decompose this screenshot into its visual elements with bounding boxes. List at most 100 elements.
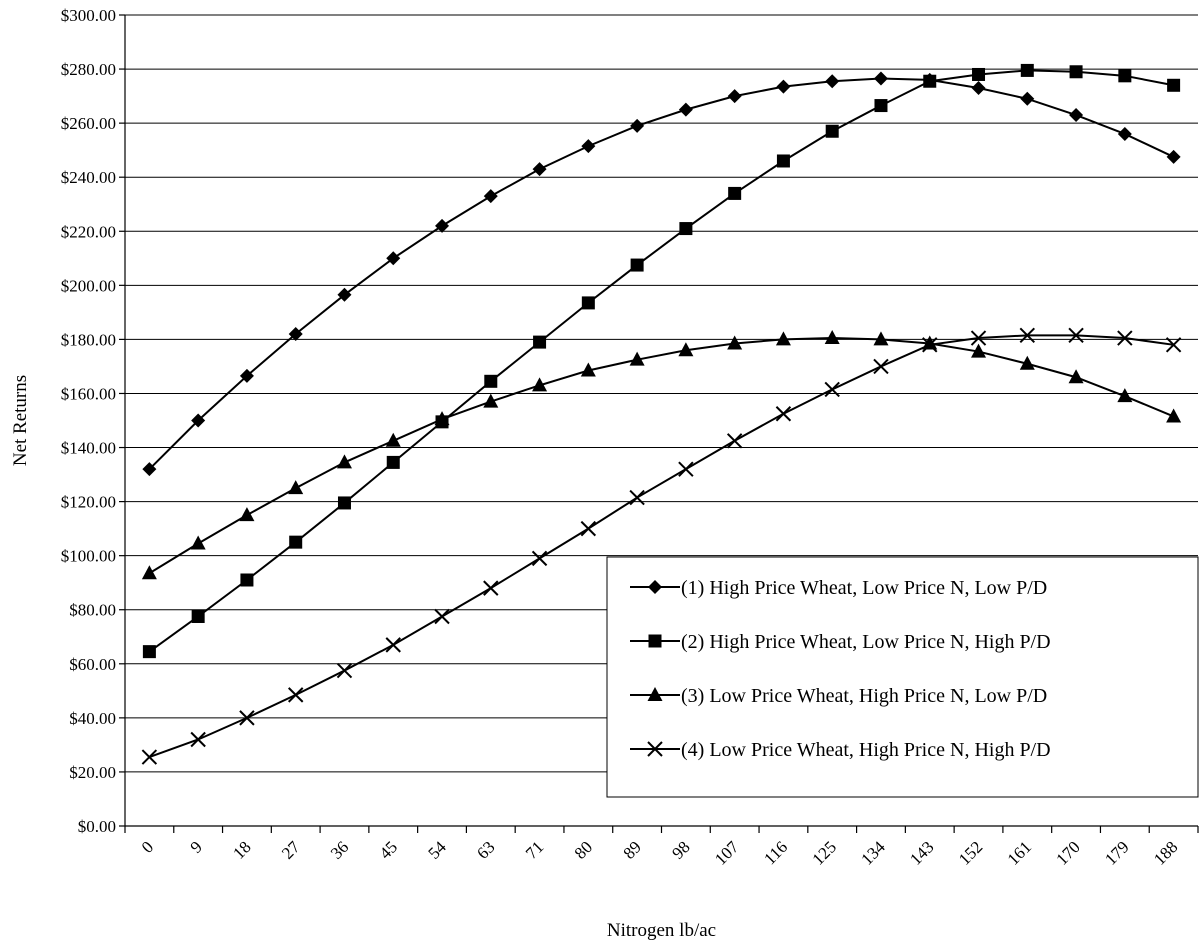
series-2-point <box>289 535 303 549</box>
legend-marker <box>648 634 662 648</box>
series-2-point <box>728 186 742 200</box>
x-tick-label: 179 <box>1101 837 1132 868</box>
series-1-point <box>1020 91 1035 106</box>
series-1-point <box>191 413 206 428</box>
y-tick-label: $60.00 <box>69 655 116 674</box>
x-tick-label: 54 <box>424 837 450 863</box>
series-1-point <box>1166 149 1181 164</box>
series-4-point <box>873 358 889 375</box>
y-tick-label: $300.00 <box>61 6 116 25</box>
series-1-point <box>873 71 888 86</box>
series-3-point <box>239 507 255 522</box>
series-1-point <box>630 118 645 133</box>
series-1-point <box>288 326 303 341</box>
y-tick-label: $260.00 <box>61 114 116 133</box>
series-4-point <box>1165 337 1182 353</box>
series-4 <box>141 327 1182 765</box>
series-3-point <box>336 454 352 469</box>
series-2-point <box>923 74 937 88</box>
axes: $0.00 $20.00 $40.00 $60.00 $80.00 $100.00 $120… <box>10 6 1199 941</box>
x-tick-label: 152 <box>955 837 986 868</box>
series-4-point <box>824 381 840 398</box>
series-3-point <box>873 331 889 346</box>
series-3-point <box>824 330 840 345</box>
series-2-point <box>1020 63 1034 77</box>
series-3-point <box>385 432 401 447</box>
series-2-point <box>776 154 790 168</box>
x-tick-label: 18 <box>229 837 254 862</box>
series-2-point <box>1118 69 1132 83</box>
x-tick-label: 161 <box>1004 837 1035 868</box>
series-2-point <box>533 335 547 349</box>
series-1-point <box>776 79 791 94</box>
series-3-point <box>580 362 596 377</box>
y-tick-label: $40.00 <box>69 709 116 728</box>
series-3-point <box>483 393 499 408</box>
series-2-point <box>337 496 351 510</box>
x-tick-label: 116 <box>760 837 791 868</box>
x-tick-label: 125 <box>809 837 840 868</box>
series-4-point <box>239 710 255 726</box>
series-4-point <box>434 608 450 625</box>
y-tick-label: $0.00 <box>78 817 116 836</box>
series-3-point <box>532 377 548 392</box>
series-1-point <box>1117 126 1132 141</box>
x-tick-label: 107 <box>711 837 743 869</box>
x-tick-label: 134 <box>857 837 889 869</box>
series-2-point <box>1167 78 1181 92</box>
legend-marker <box>647 741 663 757</box>
series-2-point <box>630 258 644 272</box>
series-1-point <box>727 89 742 104</box>
series-3-point <box>288 480 304 495</box>
x-tick-label: 170 <box>1052 837 1083 868</box>
series-3-point <box>629 351 645 366</box>
series-4-point <box>1019 327 1036 344</box>
x-tick-label: 143 <box>906 837 937 868</box>
series-4-point <box>385 637 401 653</box>
series-1-point <box>825 74 840 89</box>
legend-item: (4) Low Price Wheat, High Price N, High … <box>630 739 1051 761</box>
series-3-line <box>148 337 1174 575</box>
series-4-point <box>1068 327 1084 344</box>
legend-marker <box>647 687 663 701</box>
series-4-point <box>580 520 597 537</box>
series-2-point <box>240 573 254 587</box>
legend-label: (1) High Price Wheat, Low Price N, Low P… <box>681 577 1047 599</box>
series-1-line <box>148 77 1175 470</box>
series-2-point <box>191 609 205 623</box>
series-2-point <box>874 99 888 113</box>
series-3-point <box>141 565 157 580</box>
y-tick-label: $160.00 <box>61 384 116 403</box>
series-3-point <box>727 335 743 350</box>
series-4-point <box>970 330 987 346</box>
x-tick-label: 9 <box>187 837 206 856</box>
legend-item: (2) High Price Wheat, Low Price N, High … <box>630 631 1051 653</box>
series-1-point <box>386 251 401 266</box>
series-1 <box>142 71 1181 477</box>
series-3 <box>141 330 1182 580</box>
y-tick-label: $20.00 <box>69 763 116 782</box>
series-4-point <box>629 489 645 506</box>
gridlines <box>125 14 1198 773</box>
x-tick-label: 98 <box>668 837 693 862</box>
series-4-point <box>922 337 938 353</box>
x-tick-label: 45 <box>376 837 401 862</box>
series-4-point <box>336 662 353 679</box>
x-tick-label: 80 <box>571 837 596 862</box>
series-1-point <box>678 102 693 117</box>
x-tick-label: 89 <box>619 837 644 862</box>
series-4-point <box>141 749 158 765</box>
y-tick-label: $120.00 <box>61 493 116 512</box>
y-tick-label: $240.00 <box>61 168 116 187</box>
series-1-point <box>239 368 254 383</box>
series-2-point <box>386 455 400 469</box>
series-4-point <box>726 433 743 449</box>
x-tick-label: 71 <box>522 837 547 862</box>
series-3-point <box>1166 408 1182 423</box>
series-4-point <box>775 406 792 422</box>
series-4-point <box>678 461 694 477</box>
y-tick-label: $100.00 <box>61 547 116 566</box>
series-2-point <box>825 124 839 138</box>
series-2-point <box>1069 65 1083 79</box>
